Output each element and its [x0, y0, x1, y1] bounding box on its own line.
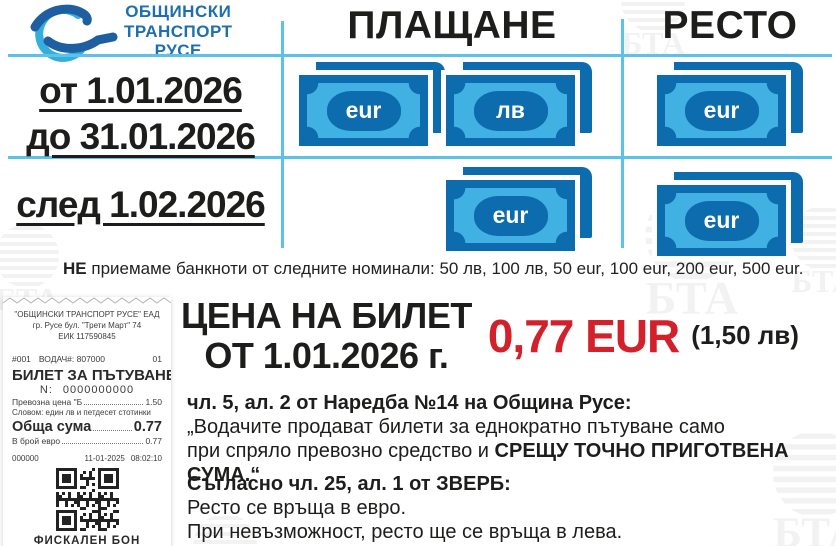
notice-emphasis: НЕ: [63, 259, 87, 278]
period-row-1: от 1.01.2026 до 31.01.2026: [0, 68, 281, 160]
total-label: Обща сума: [12, 418, 92, 435]
grid-line-horizontal: [8, 54, 832, 57]
company-name-line: ТРАНСПОРТ: [124, 21, 233, 41]
qr-code: [55, 467, 119, 531]
receipt-register: 01: [152, 353, 162, 364]
currency-label: eur: [345, 97, 382, 123]
price-title: ЦЕНА НА БИЛЕТ ОТ 1.01.2026 г.: [181, 296, 472, 375]
banknote-notice: НЕ приемаме банкноти от следните номинал…: [63, 259, 828, 279]
banknote-front: eur: [657, 75, 786, 146]
grid-line-vertical: [621, 19, 624, 248]
banknote-eur: eur: [657, 172, 803, 256]
banknote-front: eur: [657, 185, 786, 256]
receipt-address: гр. Русе бул. "Трети Март" 74: [32, 321, 142, 331]
regulation-line-start: при спряло превозно средство и: [187, 440, 495, 462]
currency-label: лв: [496, 97, 525, 123]
logo-swirl-icon: [30, 4, 118, 62]
receipt-fare-row: Превозна цена "Б 1.50: [12, 397, 162, 407]
period-line: от 1.01.2026: [39, 70, 243, 111]
receipt-fiscal-label: ФИСКАЛЕН БОН: [33, 534, 141, 546]
zigzag-line: [3, 297, 171, 304]
notice-text: приемаме банкноти от следните номинали: …: [91, 259, 804, 278]
fare-value: 1.50: [145, 396, 162, 407]
receipt-serial-row: 000000 11-01-2025 08:02:10: [12, 454, 162, 463]
regulation-heading: чл. 5, ал. 2 от Наредба №14 на Община Ру…: [187, 392, 632, 414]
law-line: При невъзможност, ресто ще се връща в ле…: [187, 521, 623, 543]
receipt-pos-no: #001: [12, 353, 31, 364]
period-line: до 31.01.2026: [26, 116, 256, 157]
period-row-2: след 1.02.2026: [0, 182, 281, 228]
company-name-line: ОБЩИНСКИ: [125, 2, 232, 21]
company-name-line: РУСЕ: [154, 41, 202, 61]
receipt-amount-words: Словом: един лв и петдесет стотинки: [12, 407, 151, 417]
currency-label: eur: [703, 97, 740, 123]
ticket-number-value: 0000000000: [62, 383, 135, 396]
law-heading: Съгласно чл. 25, ал. 1 от ЗВЕРБ:: [187, 473, 511, 495]
banknote-lv: лв: [446, 62, 592, 146]
banknote-front: eur: [446, 180, 575, 251]
ticket-number-label: N:: [39, 383, 53, 396]
cash-value: 0.77: [145, 435, 162, 446]
law-line: Ресто се връща в евро.: [187, 497, 406, 519]
law-paragraph: Съгласно чл. 25, ал. 1 от ЗВЕРБ: Ресто с…: [187, 472, 835, 546]
regulation-line: „Водачите продават билети за еднократно …: [187, 416, 725, 438]
regulation-paragraph: чл. 5, ал. 2 от Наредба №14 на Община Ру…: [187, 391, 835, 487]
currency-label: eur: [492, 202, 529, 228]
price-eur: 0,77 EUR: [487, 309, 680, 362]
period-line: след 1.02.2026: [16, 184, 266, 225]
banknote-front: eur: [299, 75, 428, 146]
price-title-line: ЦЕНА НА БИЛЕТ: [181, 295, 472, 336]
banknote-eur: eur: [299, 62, 445, 146]
company-logo: ОБЩИНСКИ ТРАНСПОРТ РУСЕ: [26, 0, 233, 62]
banknote-eur: eur: [657, 62, 803, 146]
regulation-line-emphasis: СРЕЩУ ТОЧНО ПРИГОТВЕНА СУМА.“: [187, 440, 789, 486]
fiscal-receipt: "ОБЩИНСКИ ТРАНСПОРТ РУСЕ" ЕАД гр. Русе б…: [3, 297, 171, 546]
fare-label: Превозна цена "Б: [12, 396, 83, 407]
receipt-date: 11-01-2025: [84, 453, 125, 463]
total-value: 0.77: [133, 418, 162, 435]
price-bgn: (1,50 лв): [691, 320, 799, 351]
receipt-ticket-number: N: 0000000000: [12, 384, 162, 396]
receipt-meta-row: #001 ВОДАЧ#: 807000 01: [12, 354, 162, 364]
column-header-change: РЕСТО: [662, 4, 798, 47]
company-name: ОБЩИНСКИ ТРАНСПОРТ РУСЕ: [124, 2, 233, 61]
price-headline: ЦЕНА НА БИЛЕТ ОТ 1.01.2026 г. 0,77 EUR (…: [181, 296, 833, 375]
receipt-total-row: Обща сума 0.77: [12, 419, 162, 435]
currency-label: eur: [703, 207, 740, 233]
receipt-time: 08:02:10: [130, 453, 162, 463]
cash-label: В брой евро: [12, 435, 61, 446]
receipt-serial: 000000: [12, 453, 39, 463]
regulation-line: при спряло превозно средство и СРЕЩУ ТОЧ…: [187, 439, 835, 487]
grid-line-horizontal: [8, 156, 832, 159]
receipt-torn-edge: [3, 297, 171, 304]
receipt-company: "ОБЩИНСКИ ТРАНСПОРТ РУСЕ" ЕАД: [14, 310, 160, 319]
receipt-driver: ВОДАЧ#: 807000: [38, 353, 105, 364]
banknote-eur: eur: [446, 167, 592, 251]
column-header-payment: ПЛАЩАНЕ: [347, 4, 557, 47]
banknote-front: лв: [446, 75, 575, 146]
price-title-line: ОТ 1.01.2026 г.: [204, 334, 449, 376]
receipt-title: БИЛЕТ ЗА ПЪТУВАНЕ: [12, 366, 171, 384]
receipt-cash-row: В брой евро 0.77: [12, 436, 162, 446]
receipt-eik: ЕИК 117590845: [58, 332, 116, 342]
grid-line-vertical: [281, 21, 284, 248]
